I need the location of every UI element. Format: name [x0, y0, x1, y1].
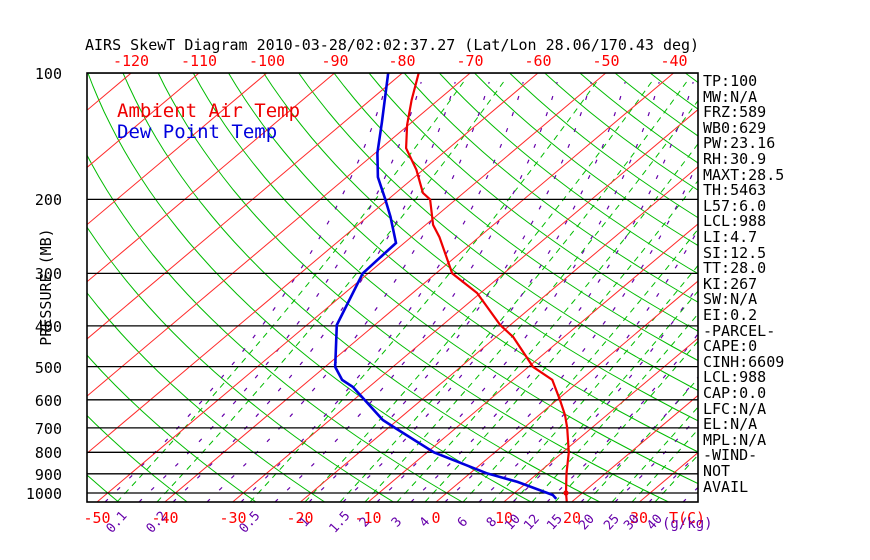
pressure-tick-label: 500 [34, 359, 62, 377]
pressure-tick-label: 200 [34, 191, 62, 209]
bottom-temp-tick-label: -20 [286, 509, 314, 527]
legend-ambient-air-temp: Ambient Air Temp [117, 100, 301, 122]
panel-stat-line: LCL:988 [703, 212, 767, 231]
top-temp-tick-label: -90 [321, 52, 349, 70]
pressure-tick-label: 900 [34, 466, 62, 484]
panel-stat-line: TP:100 [703, 72, 758, 90]
pressure-tick-label: 1000 [25, 485, 62, 503]
temperature-curve [404, 73, 570, 502]
plot-frame [86, 72, 699, 503]
bottom-temp-tick-label: 20 [562, 509, 582, 527]
dry-adiabat-grid [87, 73, 698, 502]
panel-stat-line: KI:267 [703, 274, 758, 293]
pressure-gridlines [87, 73, 698, 494]
pressure-tick-label: 300 [34, 265, 62, 283]
temp-unit-label: T(C) [668, 509, 706, 527]
panel-stat-line: CINH:6609 [703, 352, 785, 371]
plot-area [87, 73, 698, 502]
top-temp-tick-label: -50 [592, 52, 620, 70]
top-temp-tick-label: -80 [388, 52, 416, 70]
panel-stat-line: TH:5463 [703, 181, 767, 200]
panel-stat-line: L57:6.0 [703, 196, 767, 215]
page-title: AIRS SkewT Diagram 2010-03-28/02:02:37.2… [85, 36, 700, 54]
bottom-temp-tick-label: -50 [83, 509, 111, 527]
panel-stat-line: SI:12.5 [703, 243, 767, 262]
bottom-temp-tick-label: 30 [629, 509, 649, 527]
panel-stat-line: TT:28.0 [703, 259, 767, 278]
panel-stat-line: LI:4.7 [703, 228, 758, 246]
pressure-tick-label: 600 [34, 392, 62, 410]
top-temp-tick-label: -110 [180, 52, 218, 70]
top-temp-tick-label: -120 [112, 52, 150, 70]
bottom-temp-tick-label: 0 [431, 509, 441, 527]
panel-stat-line: MPL:N/A [703, 430, 767, 449]
panel-stat-line: MAXT:28.5 [703, 165, 785, 184]
panel-stat-line: LFC:N/A [703, 399, 767, 418]
panel-stat-line: RH:30.9 [703, 150, 767, 168]
bottom-temp-tick-label: -40 [151, 509, 179, 527]
bottom-temp-tick-label: -30 [219, 509, 247, 527]
panel-stat-line: SW:N/A [703, 290, 758, 309]
pressure-tick-label: 100 [34, 65, 62, 83]
panel-stat-line: -WIND- [703, 446, 758, 465]
panel-stat-line: EL:N/A [703, 415, 758, 434]
panel-stat-line: -PARCEL- [703, 321, 776, 340]
panel-stat-line: LCL:988 [703, 368, 767, 387]
top-temp-tick-label: -60 [524, 52, 552, 70]
legend-dew-point-temp: Dew Point Temp [117, 121, 278, 143]
top-temp-tick-label: -40 [660, 52, 688, 70]
panel-stat-line: EI:0.2 [703, 306, 758, 324]
bottom-temp-tick-label: -10 [354, 509, 382, 527]
panel-stat-line: CAPE:0 [703, 337, 758, 356]
bottom-temp-tick-label: 10 [494, 509, 514, 527]
mixing-unit-label: (g/kg) [662, 516, 713, 532]
top-temp-tick-label: -70 [456, 52, 484, 70]
surface-temp-marker [563, 490, 569, 496]
panel-stat-line: PW:23.16 [703, 134, 776, 153]
pressure-tick-label: 800 [34, 444, 62, 462]
pressure-tick-label: 700 [34, 420, 62, 438]
dewpoint-curve [333, 73, 558, 500]
panel-stat-line: MW:N/A [703, 87, 758, 106]
pressure-tick-label: 400 [34, 318, 62, 336]
panel-stat-line: CAP:0.0 [703, 384, 767, 402]
panel-stat-line: WB0:629 [703, 118, 767, 137]
top-temp-tick-label: -100 [248, 52, 286, 70]
panel-stat-line: AVAIL [703, 477, 749, 496]
isotherm-grid [87, 73, 698, 502]
panel-stat-line: NOT [703, 462, 731, 480]
panel-stat-line: FRZ:589 [703, 103, 767, 122]
